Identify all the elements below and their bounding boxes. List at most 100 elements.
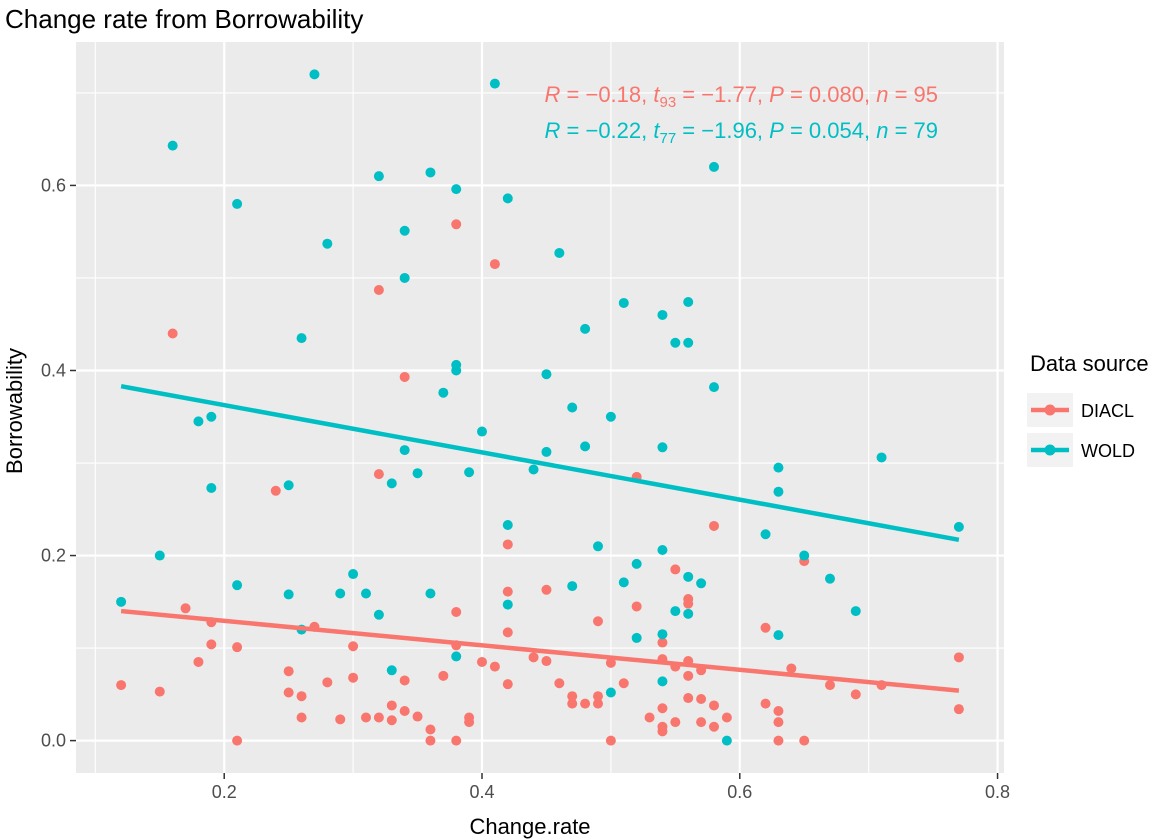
wold-point bbox=[412, 468, 423, 479]
x-tick-label: 0.6 bbox=[727, 782, 752, 802]
wold-point bbox=[657, 544, 668, 555]
wold-point bbox=[502, 193, 513, 204]
wold-point bbox=[206, 483, 217, 494]
wold-fit-line bbox=[120, 384, 960, 543]
wold-point bbox=[386, 665, 397, 676]
y-axis: 0.0 0.2 0.4 0.6 bbox=[41, 175, 76, 751]
diacl-point bbox=[270, 485, 281, 496]
diacl-point bbox=[193, 656, 204, 667]
wold-point bbox=[386, 478, 397, 489]
wold-point bbox=[502, 599, 513, 610]
diacl-point bbox=[296, 691, 307, 702]
diacl-point bbox=[451, 606, 462, 617]
legend-key-point bbox=[1044, 444, 1056, 456]
diacl-point bbox=[760, 698, 771, 709]
wold-point bbox=[489, 78, 500, 89]
wold-point bbox=[567, 581, 578, 592]
wold-point bbox=[605, 687, 616, 698]
wold-point bbox=[618, 297, 629, 308]
diacl-point bbox=[593, 698, 603, 709]
diacl-point bbox=[618, 678, 629, 689]
wold-point bbox=[502, 520, 513, 531]
diacl-point bbox=[554, 678, 565, 689]
wold-point bbox=[541, 446, 552, 457]
x-tick-label: 0.2 bbox=[212, 782, 237, 802]
wold-point bbox=[322, 238, 333, 249]
diacl-point bbox=[373, 469, 384, 480]
diacl-point bbox=[799, 735, 810, 746]
diacl-point bbox=[154, 686, 165, 697]
wold-point bbox=[683, 337, 694, 348]
wold-point bbox=[773, 462, 784, 473]
wold-point bbox=[773, 630, 784, 641]
major-gridlines bbox=[76, 42, 1004, 773]
wold-point bbox=[709, 382, 719, 393]
diacl-point bbox=[657, 726, 668, 737]
diacl-point bbox=[850, 689, 861, 700]
diacl-point bbox=[489, 661, 500, 672]
diacl-point bbox=[786, 663, 797, 674]
wold-point bbox=[541, 369, 552, 380]
x-axis: 0.2 0.4 0.6 0.8 bbox=[212, 773, 1010, 802]
diacl-point bbox=[232, 642, 243, 653]
diacl-point bbox=[953, 652, 964, 663]
wold-point bbox=[799, 550, 810, 561]
diacl-point bbox=[773, 735, 784, 746]
diacl-point bbox=[283, 666, 294, 677]
wold-point bbox=[167, 140, 178, 151]
diacl-point bbox=[399, 706, 410, 717]
wold-point bbox=[399, 445, 410, 456]
diacl-fit-line bbox=[120, 608, 960, 693]
wold-point bbox=[451, 651, 462, 662]
diacl-point bbox=[451, 735, 462, 746]
diacl-point bbox=[399, 675, 410, 686]
diacl-point bbox=[709, 700, 719, 711]
chart-title: Change rate from Borrowability bbox=[5, 4, 363, 34]
wold-point bbox=[373, 171, 384, 182]
wold-point bbox=[399, 272, 410, 283]
wold-point bbox=[593, 541, 603, 552]
wold-point bbox=[657, 309, 668, 320]
wold-point bbox=[953, 521, 964, 532]
diacl-point bbox=[670, 717, 681, 728]
wold-point bbox=[335, 588, 346, 599]
wold-point bbox=[825, 573, 835, 584]
wold-stat-annotation: R = −0.22, t77 = −1.96, P = 0.054, n = 7… bbox=[545, 118, 938, 147]
correlation-annotations: R = −0.18, t93 = −1.77, P = 0.080, n = 9… bbox=[545, 82, 938, 147]
legend: DIACL WOLD bbox=[1027, 393, 1135, 467]
diacl-point bbox=[709, 721, 719, 732]
diacl-point bbox=[953, 704, 964, 715]
diacl-point bbox=[386, 715, 397, 726]
diacl-point bbox=[399, 371, 410, 382]
diacl-point bbox=[167, 328, 178, 339]
diacl-point bbox=[438, 670, 449, 681]
wold-point bbox=[373, 609, 384, 620]
diacl-stat-annotation: R = −0.18, t93 = −1.77, P = 0.080, n = 9… bbox=[545, 82, 938, 111]
x-tick-label: 0.8 bbox=[985, 782, 1010, 802]
plot-panel bbox=[76, 42, 1004, 773]
diacl-point bbox=[180, 603, 191, 614]
diacl-point bbox=[502, 539, 513, 550]
wold-point bbox=[154, 550, 165, 561]
diacl-point bbox=[773, 717, 784, 728]
wold-point bbox=[567, 402, 578, 413]
wold-point bbox=[709, 161, 719, 172]
diacl-point bbox=[580, 698, 591, 709]
diacl-point bbox=[477, 656, 487, 667]
wold-point bbox=[451, 365, 462, 376]
y-tick-label: 0.6 bbox=[41, 175, 66, 195]
x-tick-label: 0.4 bbox=[469, 782, 494, 802]
diacl-point bbox=[116, 680, 127, 691]
diacl-point bbox=[683, 670, 694, 681]
wold-point bbox=[773, 486, 784, 497]
diacl-point bbox=[283, 687, 294, 698]
wold-point bbox=[721, 735, 732, 746]
diacl-point bbox=[696, 717, 707, 728]
diacl-point bbox=[425, 724, 436, 735]
diacl-point bbox=[373, 284, 384, 295]
diacl-point bbox=[593, 691, 603, 702]
diacl-point bbox=[644, 712, 655, 723]
wold-point bbox=[580, 441, 591, 452]
diacl-point bbox=[528, 652, 539, 663]
